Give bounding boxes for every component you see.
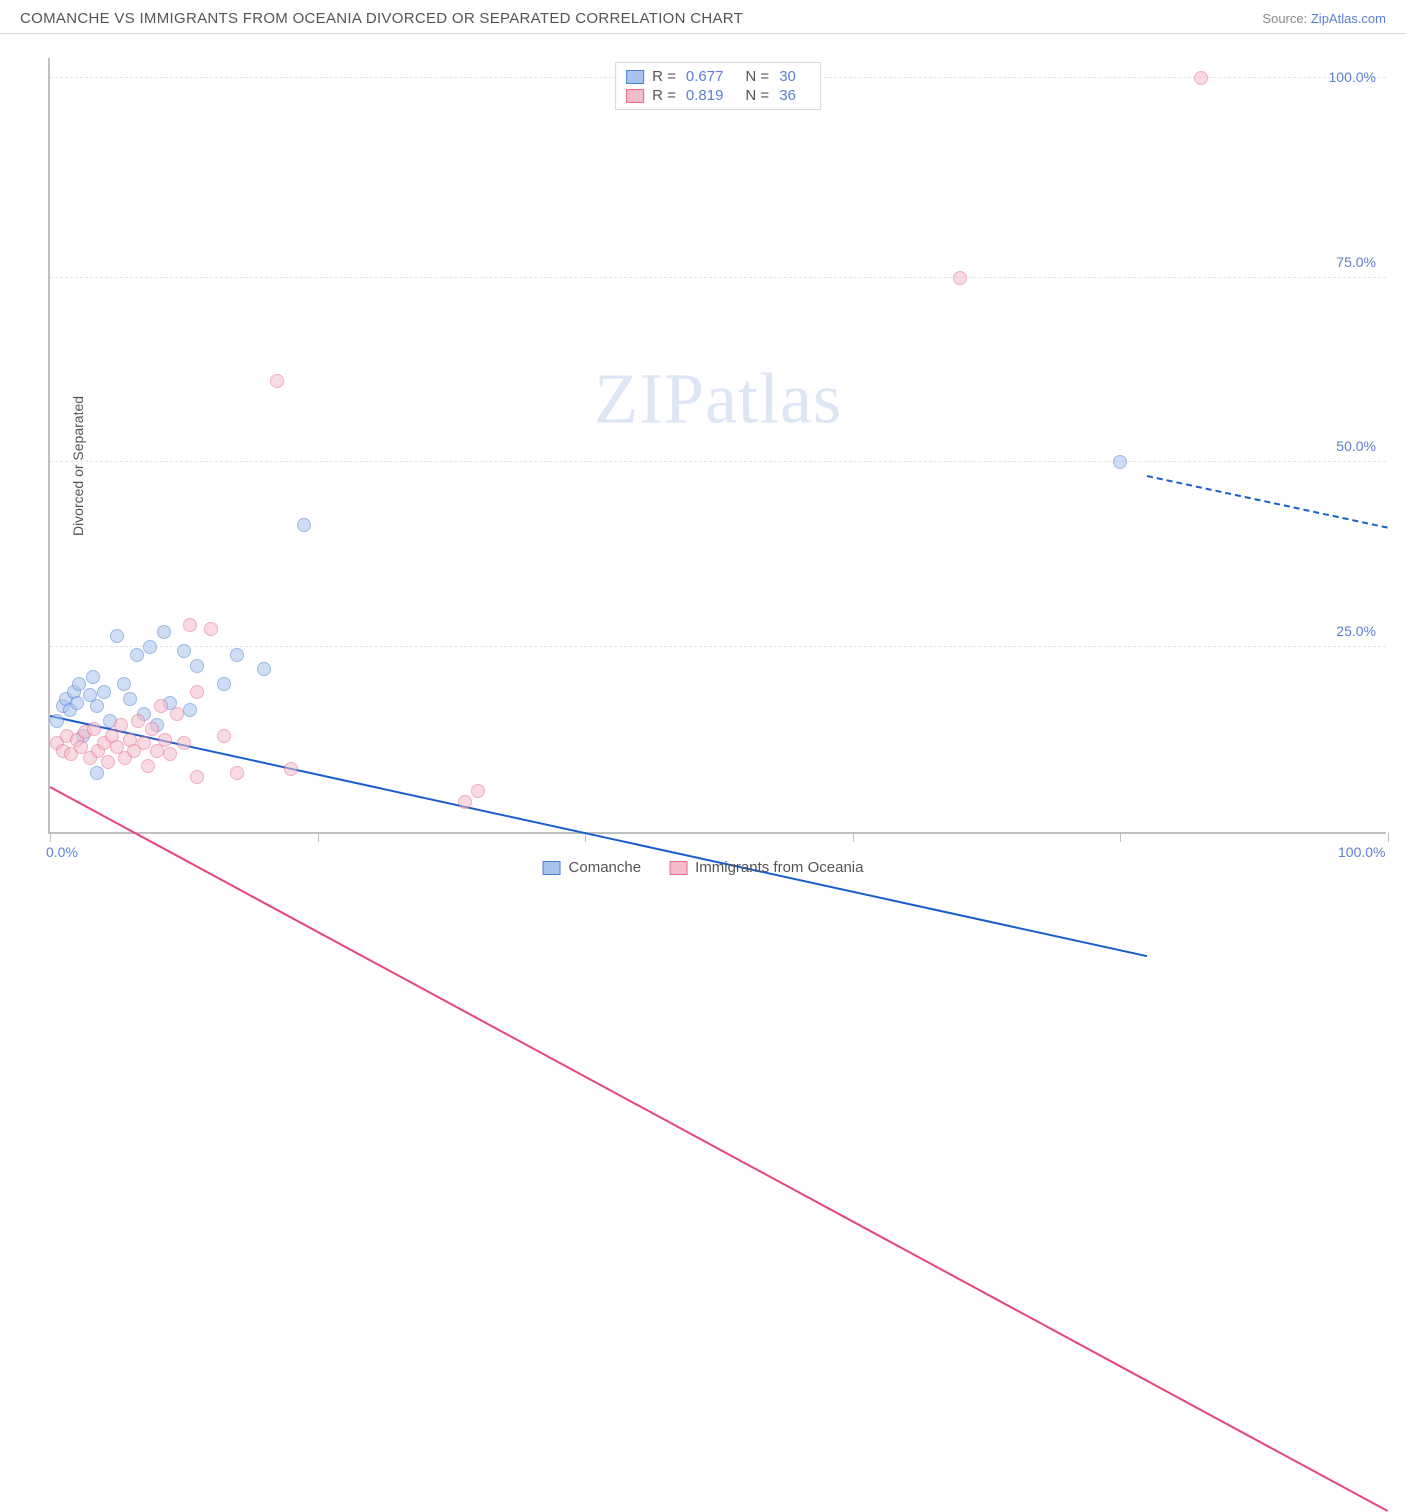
data-point bbox=[177, 644, 191, 658]
trend-line bbox=[50, 715, 1148, 957]
data-point bbox=[158, 733, 172, 747]
x-tick-label: 0.0% bbox=[46, 844, 78, 860]
data-point bbox=[257, 662, 271, 676]
legend-series: Comanche Immigrants from Oceania bbox=[543, 859, 864, 876]
gridline bbox=[50, 461, 1386, 462]
data-point bbox=[177, 736, 191, 750]
legend-swatch bbox=[669, 861, 687, 875]
data-point bbox=[154, 699, 168, 713]
data-point bbox=[87, 722, 101, 736]
data-point bbox=[72, 677, 86, 691]
data-point bbox=[204, 622, 218, 636]
data-point bbox=[114, 718, 128, 732]
legend-stat-row: R =0.819N =36 bbox=[626, 86, 810, 105]
chart-source: Source: ZipAtlas.com bbox=[1262, 11, 1386, 26]
y-tick-label: 100.0% bbox=[1329, 69, 1376, 85]
data-point bbox=[141, 759, 155, 773]
data-point bbox=[1113, 455, 1127, 469]
data-point bbox=[284, 762, 298, 776]
data-point bbox=[50, 714, 64, 728]
legend-stat-row: R =0.677N =30 bbox=[626, 67, 810, 86]
legend-swatch bbox=[626, 89, 644, 103]
x-tick bbox=[318, 832, 319, 842]
data-point bbox=[70, 696, 84, 710]
data-point bbox=[1194, 71, 1208, 85]
x-tick bbox=[853, 832, 854, 842]
legend-swatch bbox=[543, 861, 561, 875]
data-point bbox=[270, 374, 284, 388]
data-point bbox=[458, 795, 472, 809]
trend-line bbox=[50, 786, 1389, 1512]
data-point bbox=[123, 692, 137, 706]
chart-title: COMANCHE VS IMMIGRANTS FROM OCEANIA DIVO… bbox=[20, 10, 743, 27]
watermark: ZIPatlas bbox=[594, 357, 842, 440]
x-tick bbox=[50, 832, 51, 842]
data-point bbox=[137, 736, 151, 750]
x-tick bbox=[1388, 832, 1389, 842]
data-point bbox=[217, 677, 231, 691]
data-point bbox=[163, 747, 177, 761]
chart-header: COMANCHE VS IMMIGRANTS FROM OCEANIA DIVO… bbox=[0, 0, 1406, 34]
data-point bbox=[130, 648, 144, 662]
data-point bbox=[230, 766, 244, 780]
data-point bbox=[183, 703, 197, 717]
data-point bbox=[297, 518, 311, 532]
data-point bbox=[471, 784, 485, 798]
data-point bbox=[190, 770, 204, 784]
data-point bbox=[117, 677, 131, 691]
data-point bbox=[90, 766, 104, 780]
data-point bbox=[953, 271, 967, 285]
data-point bbox=[110, 629, 124, 643]
data-point bbox=[143, 640, 157, 654]
chart-area: Divorced or Separated ZIPatlas R =0.677N… bbox=[0, 40, 1406, 892]
legend-item: Immigrants from Oceania bbox=[669, 859, 863, 876]
x-tick-label: 100.0% bbox=[1338, 844, 1385, 860]
data-point bbox=[101, 755, 115, 769]
data-point bbox=[97, 685, 111, 699]
legend-stats: R =0.677N =30R =0.819N =36 bbox=[615, 62, 821, 110]
data-point bbox=[86, 670, 100, 684]
y-tick-label: 25.0% bbox=[1336, 623, 1376, 639]
gridline bbox=[50, 277, 1386, 278]
data-point bbox=[217, 729, 231, 743]
trend-line bbox=[1147, 475, 1388, 529]
legend-item: Comanche bbox=[543, 859, 642, 876]
y-tick-label: 50.0% bbox=[1336, 438, 1376, 454]
source-link[interactable]: ZipAtlas.com bbox=[1311, 11, 1386, 26]
data-point bbox=[183, 618, 197, 632]
data-point bbox=[145, 722, 159, 736]
data-point bbox=[190, 685, 204, 699]
legend-swatch bbox=[626, 70, 644, 84]
data-point bbox=[157, 625, 171, 639]
x-tick bbox=[1120, 832, 1121, 842]
y-tick-label: 75.0% bbox=[1336, 254, 1376, 270]
plot-area: ZIPatlas R =0.677N =30R =0.819N =36 25.0… bbox=[48, 58, 1386, 834]
gridline bbox=[50, 646, 1386, 647]
data-point bbox=[190, 659, 204, 673]
data-point bbox=[131, 714, 145, 728]
data-point bbox=[230, 648, 244, 662]
data-point bbox=[170, 707, 184, 721]
data-point bbox=[90, 699, 104, 713]
